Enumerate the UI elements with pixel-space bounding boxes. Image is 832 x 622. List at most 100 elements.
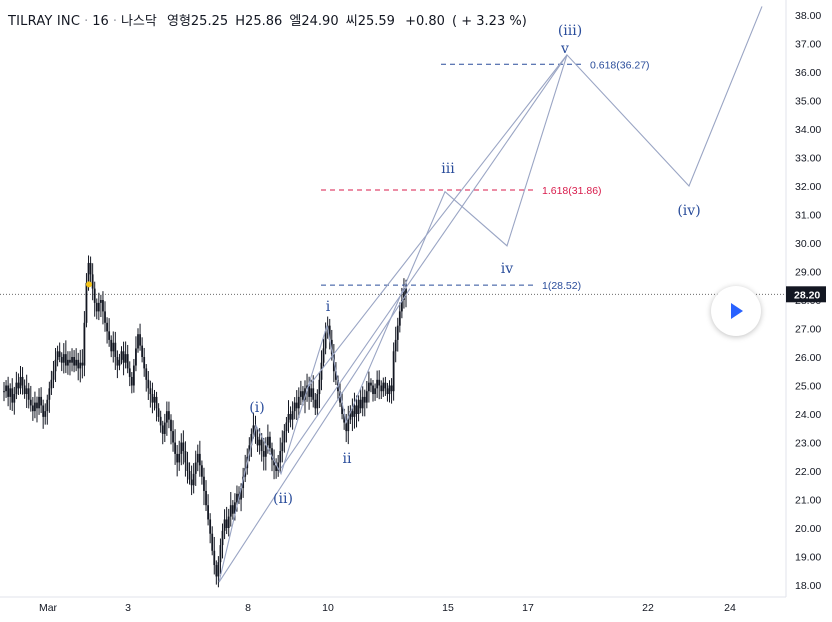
candle-body [60, 357, 63, 363]
candle-body [378, 379, 381, 386]
candle-body [58, 351, 61, 357]
candle-body [99, 300, 102, 303]
candle-body [384, 382, 387, 389]
candle-body [359, 399, 362, 409]
candle-body [17, 382, 20, 389]
time-tick-label: Mar [39, 602, 58, 614]
candle-body [21, 376, 24, 386]
candle-body [19, 376, 22, 389]
candle-body [260, 439, 263, 452]
high-label: H [235, 14, 246, 29]
candle-body [124, 354, 127, 363]
candle-body [64, 354, 67, 366]
exchange-label: 나스닥 [120, 14, 157, 29]
candle-body [79, 362, 82, 369]
price-tick-label: 36.00 [795, 67, 821, 79]
price-tick-label: 27.00 [795, 324, 821, 336]
candle-body [281, 442, 284, 452]
price-tick-label: 37.00 [795, 39, 821, 51]
candle-body [258, 439, 261, 446]
candle-body [335, 371, 337, 380]
price-tick-label: 20.00 [795, 523, 821, 535]
candle-body [91, 274, 94, 289]
candle-body [370, 382, 372, 386]
candle-body [67, 359, 69, 366]
candle-body [388, 385, 391, 395]
candle-body [112, 342, 115, 352]
candle-body [85, 282, 88, 323]
candle-body [221, 530, 224, 546]
candle-body [351, 411, 354, 417]
candle-body [355, 405, 358, 414]
candle-body [353, 405, 356, 417]
candle-body [223, 519, 226, 531]
candle-body [209, 519, 212, 534]
candle-body [155, 396, 158, 409]
candle-body [69, 359, 71, 363]
candle-body [151, 394, 154, 403]
price-tick-label: 35.00 [795, 96, 821, 108]
time-axis[interactable]: Mar 3 8 10 15 17 22 24 [0, 596, 786, 614]
candle-body [219, 545, 222, 563]
candle-body [233, 502, 236, 514]
change-value: +0.80 [405, 14, 445, 29]
price-tick-label: 18.00 [795, 580, 821, 592]
candle-body [36, 402, 38, 409]
candle-body [349, 411, 352, 420]
candle-body [227, 516, 230, 528]
candle-body [9, 388, 12, 397]
candle-body [380, 385, 383, 392]
candle-body [299, 391, 302, 397]
time-tick-label: 8 [245, 602, 251, 614]
candle-body [295, 402, 298, 409]
candle-body [40, 396, 43, 406]
candle-body [304, 388, 306, 400]
price-tick-label: 24.00 [795, 409, 821, 421]
candle-body [163, 422, 166, 434]
candle-body [157, 408, 160, 417]
time-tick-label: 22 [642, 602, 654, 614]
candle-body [182, 442, 185, 452]
symbol-header: TILRAY INC · 16 · 나스닥 영형25.25 H25.86 엘24.90 … [8, 14, 527, 29]
wave-label: (i) [249, 400, 264, 416]
high-value: 25.86 [245, 14, 283, 29]
low-value: 24.90 [301, 14, 339, 29]
candle-body [386, 388, 389, 395]
candle-body [343, 414, 346, 423]
candle-body [328, 325, 331, 340]
candle-body [50, 379, 53, 389]
candle-body [367, 382, 370, 392]
time-tick-label: 24 [724, 602, 736, 614]
candle-body [277, 462, 280, 471]
wave-label: iii [441, 161, 455, 177]
candle-body [147, 379, 150, 389]
candle-body [174, 442, 177, 454]
candle-body [93, 288, 96, 303]
candle-body [273, 459, 275, 466]
candle-body [289, 414, 292, 420]
candle-body [71, 357, 73, 363]
close-value: 25.59 [357, 14, 395, 29]
interval-label[interactable]: 16 [92, 14, 109, 29]
candle-body [275, 465, 278, 471]
candle-body [320, 362, 323, 380]
play-button[interactable] [711, 286, 761, 336]
candle-body [165, 411, 168, 423]
candle-body [192, 473, 195, 486]
candle-body [269, 436, 271, 449]
candle-body [13, 394, 16, 403]
low-label: 엘 [289, 14, 302, 29]
candle-body [108, 331, 111, 340]
candle-body [118, 359, 121, 366]
candle-body [201, 465, 203, 477]
candle-body [240, 488, 242, 500]
symbol-name[interactable]: TILRAY INC [8, 14, 81, 29]
price-tick-label: 21.00 [795, 495, 821, 507]
fib-level-label: 1(28.52) [542, 280, 581, 292]
candle-body [3, 391, 5, 393]
candle-body [159, 416, 162, 426]
candle-body [188, 471, 191, 480]
candle-body [184, 451, 187, 463]
